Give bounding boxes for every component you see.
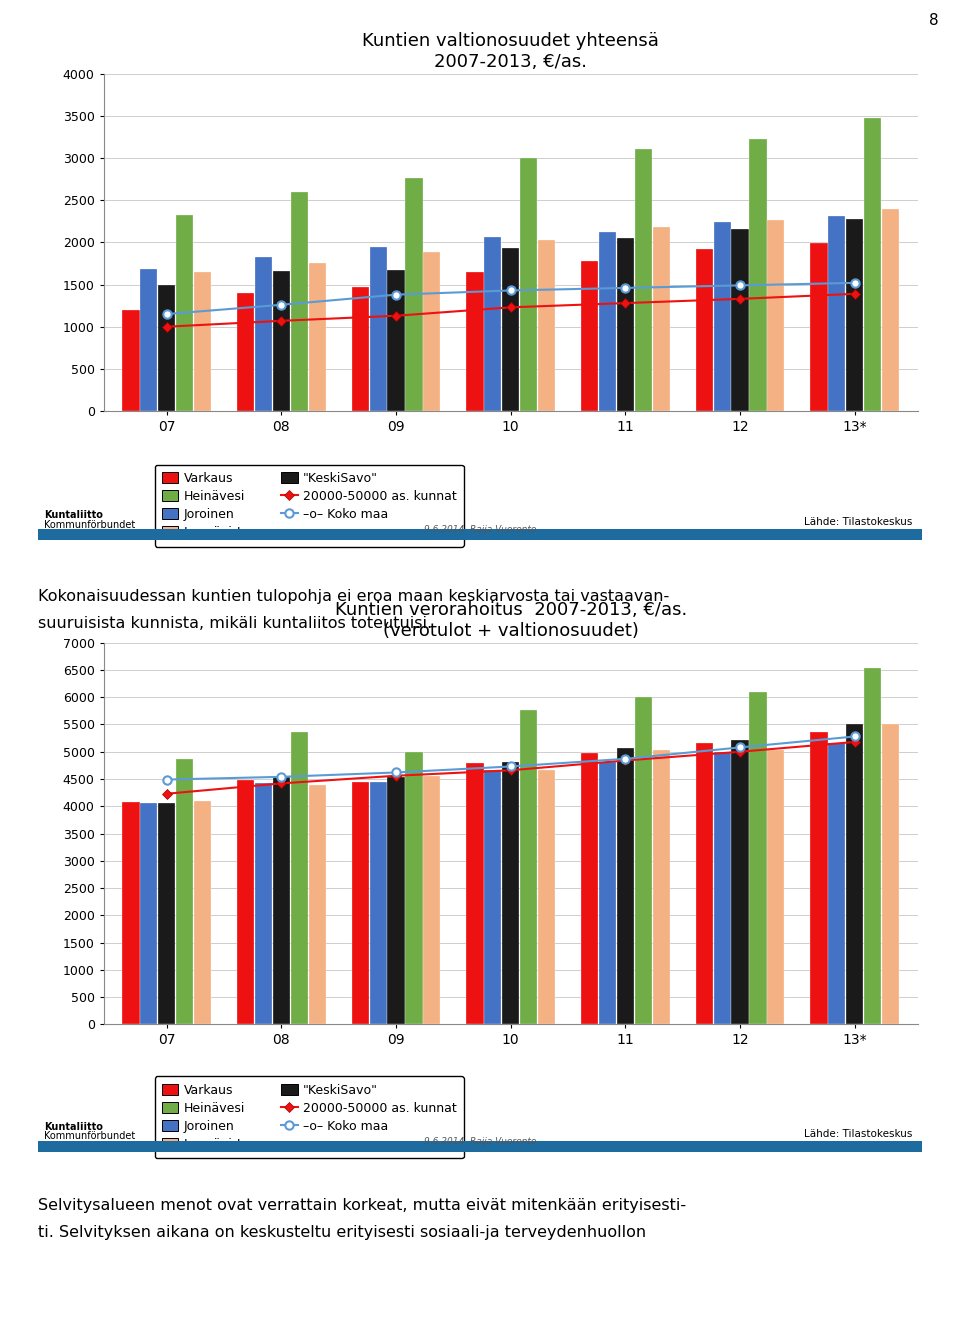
Bar — [864, 118, 881, 411]
Bar — [520, 158, 538, 411]
Bar — [140, 269, 157, 411]
Bar — [405, 178, 422, 411]
Bar — [599, 762, 616, 1024]
Bar — [291, 731, 308, 1024]
Bar — [732, 229, 749, 411]
Text: Selvitysalueen menot ovat verrattain korkeat, mutta eivät mitenkään erityisesti-: Selvitysalueen menot ovat verrattain kor… — [38, 1198, 686, 1213]
Bar — [405, 751, 422, 1024]
Text: 8: 8 — [929, 13, 939, 28]
Bar — [237, 779, 254, 1024]
Bar — [846, 218, 863, 411]
Text: Kommunförbundet: Kommunförbundet — [44, 1131, 135, 1141]
Bar — [370, 246, 387, 411]
Bar — [158, 285, 176, 411]
Bar — [696, 743, 713, 1024]
Title: Kuntien valtionosuudet yhteensä
2007-2013, €/as.: Kuntien valtionosuudet yhteensä 2007-201… — [362, 32, 660, 71]
Bar — [810, 244, 828, 411]
Bar — [882, 724, 900, 1024]
Bar — [423, 252, 441, 411]
Bar — [713, 222, 731, 411]
Legend: Varkaus, Heinävesi, Joroinen, Leppävirta, "KeskiSavo", 20000-50000 as. kunnat, –: Varkaus, Heinävesi, Joroinen, Leppävirta… — [155, 1077, 464, 1158]
Bar — [291, 191, 308, 411]
Bar — [713, 753, 731, 1024]
Text: Kokonaisuudessan kuntien tulopohja ei eroa maan keskiarvosta tai vastaavan-: Kokonaisuudessan kuntien tulopohja ei er… — [38, 589, 670, 604]
Legend: Varkaus, Heinävesi, Joroinen, Leppävirta, "KeskiSavo", 20000-50000 as. kunnat, –: Varkaus, Heinävesi, Joroinen, Leppävirta… — [155, 465, 464, 546]
Bar — [653, 750, 670, 1024]
Bar — [255, 783, 272, 1024]
Bar — [864, 668, 881, 1024]
Bar — [653, 228, 670, 411]
Bar — [370, 782, 387, 1024]
Text: Kuntaliitto: Kuntaliitto — [44, 510, 103, 520]
Bar — [846, 724, 863, 1024]
Text: 9.6.2014  Raija Vuorento: 9.6.2014 Raija Vuorento — [423, 525, 537, 534]
Bar — [351, 287, 369, 411]
Bar — [520, 710, 538, 1024]
Bar — [388, 777, 405, 1024]
Text: 9.6.2014  Raija Vuorento: 9.6.2014 Raija Vuorento — [423, 1137, 537, 1146]
Bar — [538, 770, 555, 1024]
Bar — [732, 739, 749, 1024]
Bar — [484, 770, 501, 1024]
Bar — [194, 801, 211, 1024]
Bar — [122, 309, 139, 411]
Bar — [176, 214, 193, 411]
Bar — [750, 692, 766, 1024]
Bar — [423, 777, 441, 1024]
Bar — [581, 261, 598, 411]
Bar — [810, 731, 828, 1024]
Bar — [122, 802, 139, 1024]
Bar — [502, 762, 519, 1024]
Bar — [194, 272, 211, 411]
Bar — [237, 293, 254, 411]
Bar — [467, 763, 484, 1024]
Bar — [388, 270, 405, 411]
Bar — [308, 262, 325, 411]
Bar — [635, 698, 652, 1024]
Bar — [538, 240, 555, 411]
Bar — [176, 759, 193, 1024]
Bar — [255, 257, 272, 411]
Bar — [158, 803, 176, 1024]
Bar — [882, 209, 900, 411]
Bar — [308, 785, 325, 1024]
Bar — [616, 238, 634, 411]
Bar — [767, 750, 784, 1024]
Bar — [635, 149, 652, 411]
Bar — [581, 754, 598, 1024]
Text: Lähde: Tilastokeskus: Lähde: Tilastokeskus — [804, 1129, 912, 1138]
Text: Kuntaliitto: Kuntaliitto — [44, 1122, 103, 1131]
Bar — [273, 777, 290, 1024]
Title: Kuntien verorahoitus  2007-2013, €/as.
(verotulot + valtionosuudet): Kuntien verorahoitus 2007-2013, €/as. (v… — [335, 601, 686, 640]
Text: suuruisista kunnista, mikäli kuntaliitos toteutuisi.: suuruisista kunnista, mikäli kuntaliitos… — [38, 616, 433, 631]
Text: Lähde: Tilastokeskus: Lähde: Tilastokeskus — [804, 517, 912, 526]
Bar — [599, 232, 616, 411]
Bar — [767, 221, 784, 411]
Bar — [502, 248, 519, 411]
Bar — [351, 782, 369, 1024]
Bar — [467, 272, 484, 411]
Text: Kommunförbundet: Kommunförbundet — [44, 520, 135, 529]
Bar — [828, 743, 846, 1024]
Bar — [140, 803, 157, 1024]
Bar — [696, 249, 713, 411]
Text: ti. Selvityksen aikana on keskusteltu erityisesti sosiaali-ja terveydenhuollon: ti. Selvityksen aikana on keskusteltu er… — [38, 1225, 646, 1240]
Bar — [750, 139, 766, 411]
Bar — [484, 237, 501, 411]
Bar — [828, 216, 846, 411]
Bar — [616, 749, 634, 1024]
Bar — [273, 270, 290, 411]
